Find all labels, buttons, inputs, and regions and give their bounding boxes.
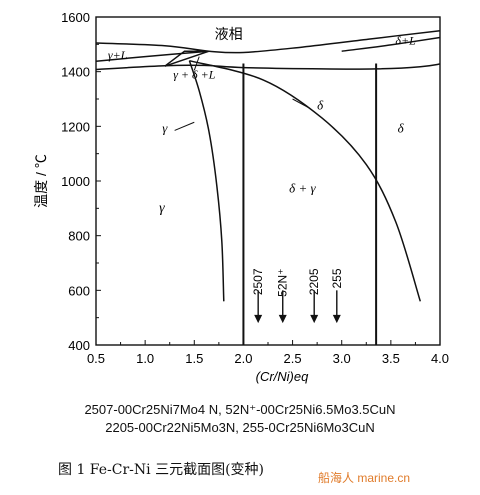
gamma-leader-line xyxy=(174,121,195,131)
caption-line-1: 2507-00Cr25Ni7Mo4 N, 52N⁺-00Cr25Ni6.5Mo3… xyxy=(84,402,396,417)
delta-leader-line xyxy=(292,98,311,110)
three-phase-leader-line xyxy=(193,56,200,71)
x-tick-label: 3.0 xyxy=(333,351,351,366)
alloy-marker-label: 52N⁺ xyxy=(276,268,290,296)
three-phase-base xyxy=(164,50,210,67)
region-label-delta-gamma: δ + γ xyxy=(289,180,316,195)
region-label-delta-l: δ+L xyxy=(395,33,416,47)
y-axis-label: 温度 / ℃ xyxy=(33,154,49,208)
x-tick-label: 3.5 xyxy=(382,351,400,366)
y-tick-label: 1400 xyxy=(61,65,90,80)
region-label-gamma: γ xyxy=(159,201,165,216)
y-tick-label: 1600 xyxy=(61,10,90,25)
y-tick-label: 600 xyxy=(68,283,90,298)
caption-line-2: 2205-00Cr22Ni5Mo3N, 255-0Cr25Ni6Mo3CuN xyxy=(105,420,375,435)
delta-solvus xyxy=(189,59,422,302)
region-labels: 液相 γ+L δ+L γ + δ +L γ δ δ δ + γ γ xyxy=(108,27,416,216)
liquidus-curve xyxy=(95,29,441,54)
alloy-marker-label: 2507 xyxy=(251,268,265,295)
alloy-marker-arrowhead xyxy=(332,314,341,324)
alloy-markers: 2507 52N⁺ 2205 255 xyxy=(251,268,344,324)
watermark: 船海人 marine.cn xyxy=(318,471,411,485)
region-label-delta-boundary: δ xyxy=(317,97,324,112)
x-tick-label: 4.0 xyxy=(431,351,449,366)
figure-title: 图 1 Fe-Cr-Ni 三元截面图(变种) xyxy=(58,462,265,478)
solidus-curve xyxy=(95,63,441,71)
y-tick-label: 400 xyxy=(68,338,90,353)
y-tick-label: 1000 xyxy=(61,174,90,189)
alloy-marker-label: 255 xyxy=(330,268,344,288)
x-tick-label: 1.0 xyxy=(136,351,154,366)
y-tick-label: 1200 xyxy=(61,119,90,134)
alloy-marker-arrowhead xyxy=(254,314,263,324)
region-label-gamma-delta-l: γ + δ +L xyxy=(173,68,216,82)
y-tick-label: 800 xyxy=(68,229,90,244)
three-phase-left xyxy=(164,50,209,67)
gamma-solvus xyxy=(188,60,225,302)
delta-liquid-boundary xyxy=(341,36,441,52)
alloy-marker-arrowhead xyxy=(278,314,287,324)
x-tick-label: 2.0 xyxy=(234,351,252,366)
x-tick-label: 0.5 xyxy=(87,351,105,366)
phase-boundaries xyxy=(95,29,441,345)
region-label-gamma-l: γ+L xyxy=(108,48,128,62)
x-tick-label: 2.5 xyxy=(284,351,302,366)
x-axis-label: (Cr/Ni)eq xyxy=(256,369,309,384)
gamma-liquid-boundary xyxy=(95,50,210,63)
x-tick-label: 1.5 xyxy=(185,351,203,366)
region-label-gamma-boundary: γ xyxy=(162,120,168,135)
alloy-marker-label: 2205 xyxy=(307,268,321,295)
region-label-liquid: 液相 xyxy=(215,27,243,43)
alloy-marker-arrowhead xyxy=(310,314,319,324)
region-label-delta-right: δ xyxy=(398,120,405,135)
